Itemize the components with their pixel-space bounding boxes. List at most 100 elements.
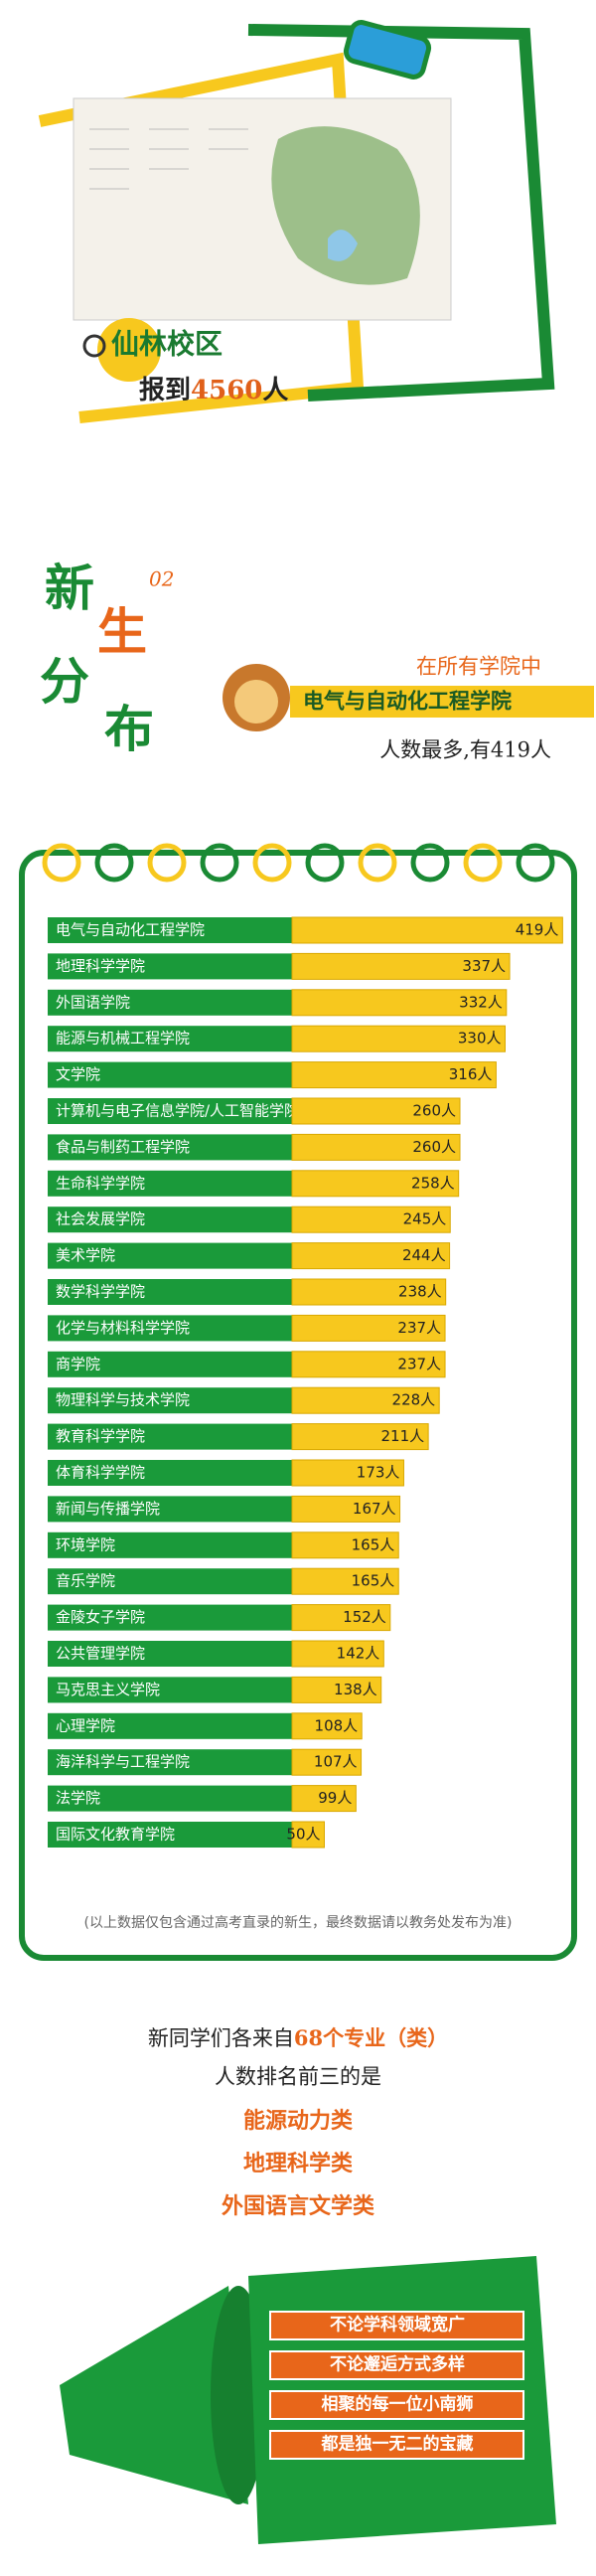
value-label: 244人 (402, 1246, 446, 1264)
bar (291, 1025, 506, 1052)
title-char: 布 (104, 700, 154, 758)
category-label: 物理科学与技术学院 (56, 1391, 190, 1409)
bar (291, 1459, 404, 1487)
value-label: 165人 (352, 1535, 395, 1553)
ring (42, 843, 81, 883)
category-box (48, 989, 292, 1016)
category-label: 马克思主义学院 (56, 1681, 160, 1698)
ring (516, 843, 555, 883)
top-note: 人数最多,有419人 (379, 738, 551, 762)
value-label: 245人 (403, 1210, 447, 1228)
ring (358, 843, 397, 883)
value-label: 165人 (352, 1572, 395, 1590)
top-major: 地理科学类 (243, 2151, 354, 2176)
category-box (48, 953, 292, 980)
category-label: 心理学院 (56, 1716, 115, 1734)
bar (291, 1821, 325, 1849)
report-suffix: 人 (262, 376, 288, 405)
slogan: 不论邂逅方式多样 (330, 2354, 465, 2375)
category-box (48, 1749, 292, 1776)
bar (291, 1386, 440, 1414)
value-label: 316人 (449, 1065, 493, 1083)
value-label: 258人 (411, 1174, 455, 1192)
value-label: 108人 (315, 1716, 359, 1734)
majors-ranking: 人数排名前三的是 (215, 2065, 381, 2089)
slogan-box (269, 2430, 524, 2460)
intro-before: 新同学们各来自 (148, 2026, 294, 2050)
report-prefix: 报到 (139, 375, 191, 405)
value-label: 50人 (286, 1826, 320, 1844)
bar (291, 989, 508, 1017)
top-college: 电气与自动化工程学院 (303, 689, 512, 714)
value-label: 211人 (381, 1427, 425, 1445)
category-box (48, 1170, 292, 1197)
bar (291, 1495, 401, 1523)
category-label: 生命科学学院 (56, 1174, 145, 1192)
map-green (271, 126, 420, 285)
title-char: 分 (40, 652, 89, 711)
category-box (48, 1568, 292, 1595)
intro-highlight: 68个专业（类） (294, 2025, 448, 2050)
map-lake (328, 230, 358, 261)
slogan: 相聚的每一位小南狮 (322, 2394, 474, 2415)
bar (291, 916, 563, 944)
category-label: 体育科学学院 (56, 1464, 145, 1482)
category-box (48, 1207, 292, 1233)
category-box (48, 1387, 292, 1414)
value-label: 167人 (353, 1500, 396, 1518)
map-legend (89, 128, 248, 190)
pin-bg (97, 318, 161, 382)
category-box (48, 1279, 292, 1305)
slogan: 都是独一无二的宝藏 (321, 2434, 474, 2455)
category-box (48, 917, 292, 943)
top-ribbon (290, 686, 594, 718)
title-char: 生 (97, 602, 147, 661)
bar (291, 1206, 451, 1233)
category-box (48, 1641, 292, 1667)
campus-report: 报到4560人 (139, 375, 288, 405)
category-label: 环境学院 (56, 1535, 115, 1553)
value-label: 332人 (459, 993, 503, 1011)
category-box (48, 1134, 292, 1161)
bar (291, 1314, 446, 1342)
lion-face (234, 680, 278, 724)
bar (291, 1133, 461, 1161)
category-box (48, 1677, 292, 1703)
category-label: 数学科学学院 (56, 1283, 145, 1301)
category-label: 金陵女子学院 (56, 1608, 145, 1626)
value-label: 330人 (458, 1030, 502, 1047)
value-label: 260人 (412, 1138, 456, 1156)
value-label: 138人 (334, 1681, 377, 1698)
category-box (48, 1496, 292, 1523)
ring (147, 843, 187, 883)
bar (291, 1785, 357, 1813)
slogan-box (269, 2390, 524, 2420)
value-label: 260人 (412, 1102, 456, 1120)
value-label: 107人 (314, 1753, 358, 1771)
category-label: 文学院 (56, 1065, 100, 1083)
category-box (48, 1098, 292, 1124)
campus-name: 仙林校区 (111, 328, 223, 361)
value-label: 228人 (392, 1391, 436, 1409)
section-number: 02 (149, 567, 174, 591)
category-label: 国际文化教育学院 (56, 1826, 175, 1844)
category-label: 能源与机械工程学院 (56, 1030, 190, 1047)
category-box (48, 1315, 292, 1342)
ring (94, 843, 134, 883)
report-number: 4560 (191, 376, 262, 405)
rings (42, 843, 555, 883)
megaphone (60, 2286, 248, 2504)
value-label: 152人 (343, 1608, 386, 1626)
category-label: 外国语学院 (56, 993, 130, 1011)
pin-icon (82, 334, 106, 358)
map-icon (343, 20, 432, 80)
bar (291, 1061, 497, 1089)
category-label: 食品与制药工程学院 (56, 1138, 190, 1156)
lead-text: 在所有学院中 (416, 655, 541, 679)
ring (200, 843, 239, 883)
bar (291, 1604, 391, 1632)
slogan-box (269, 2311, 524, 2340)
